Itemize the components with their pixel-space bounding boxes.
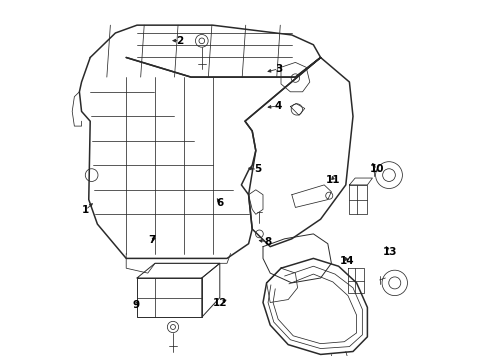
Text: 2: 2 [176, 36, 183, 46]
Text: 9: 9 [132, 300, 139, 310]
Text: 3: 3 [275, 64, 282, 74]
Text: 7: 7 [148, 235, 155, 245]
Text: 10: 10 [370, 165, 385, 174]
Text: 5: 5 [254, 165, 261, 174]
Text: 12: 12 [213, 298, 227, 309]
Text: 8: 8 [264, 237, 271, 247]
Text: 14: 14 [340, 256, 355, 266]
Text: 1: 1 [82, 205, 89, 215]
Text: 6: 6 [217, 198, 224, 208]
Text: 4: 4 [275, 101, 282, 111]
Text: 13: 13 [382, 247, 397, 257]
Text: 11: 11 [326, 175, 341, 185]
